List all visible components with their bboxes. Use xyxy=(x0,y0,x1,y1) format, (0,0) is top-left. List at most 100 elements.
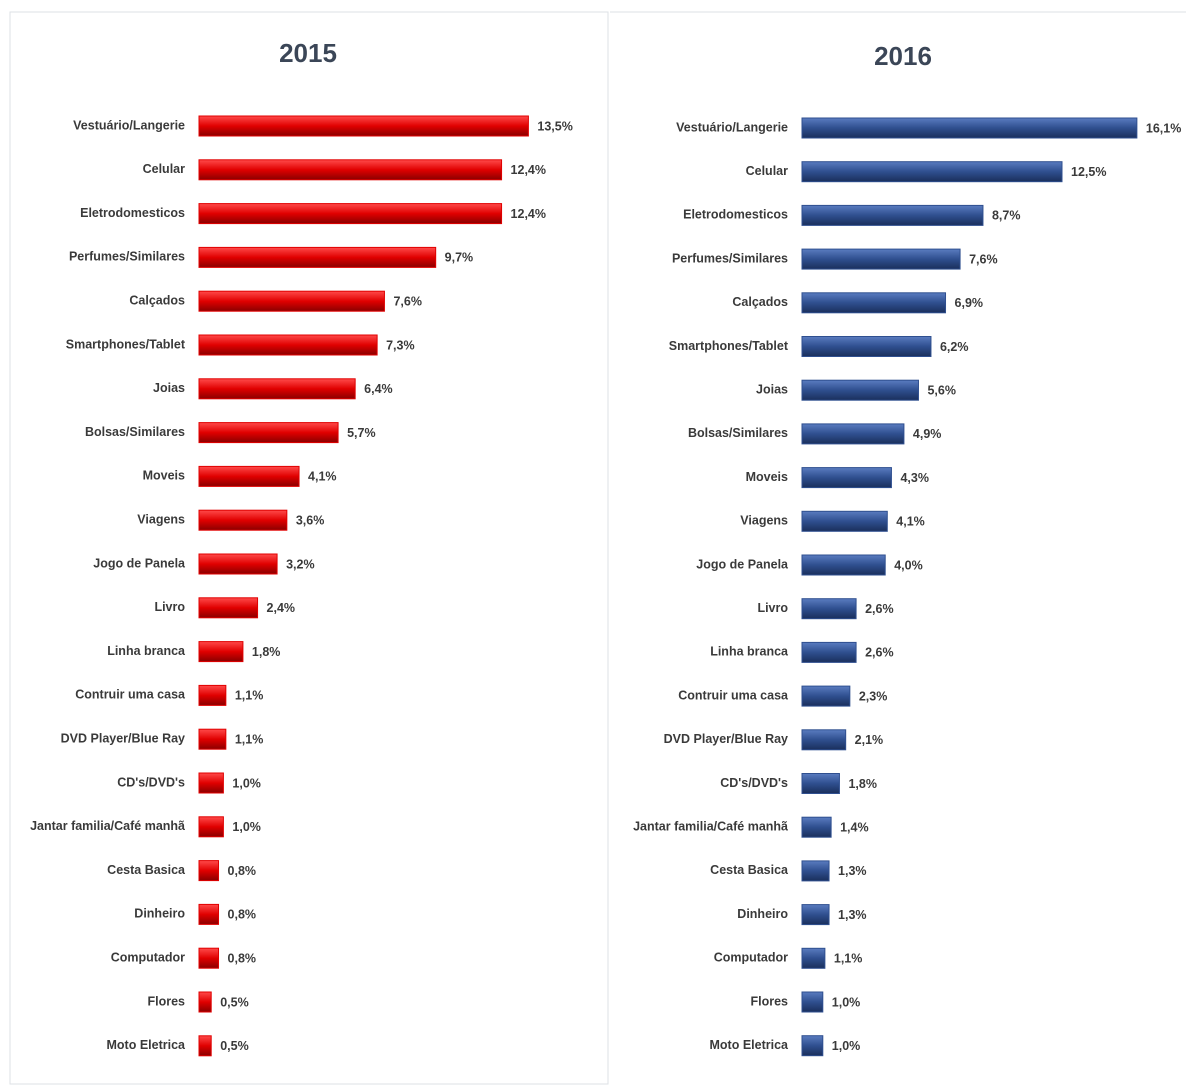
value-label: 1,8% xyxy=(252,645,280,659)
category-label: Smartphones/Tablet xyxy=(66,337,186,351)
category-label: Eletrodomesticos xyxy=(80,206,185,220)
value-label: 4,9% xyxy=(913,427,942,441)
category-label: Joias xyxy=(756,382,788,396)
category-label: Livro xyxy=(154,600,185,614)
value-label: 1,1% xyxy=(235,689,264,703)
bar xyxy=(801,467,892,489)
category-label: Jogo de Panela xyxy=(93,556,186,570)
bar xyxy=(801,161,1063,183)
category-label: Smartphones/Tablet xyxy=(669,339,789,353)
category-label: Perfumes/Similares xyxy=(672,251,788,265)
value-label: 12,4% xyxy=(511,163,546,177)
value-label: 2,6% xyxy=(865,602,894,616)
bar xyxy=(198,553,278,575)
bar xyxy=(198,860,220,882)
value-label: 4,1% xyxy=(896,515,925,529)
category-label: Cesta Basica xyxy=(710,863,789,877)
value-label: 9,7% xyxy=(445,251,474,265)
bar xyxy=(801,729,847,751)
category-label: Jantar familia/Café manhã xyxy=(30,819,185,833)
category-label: Calçados xyxy=(732,295,788,309)
bar xyxy=(801,773,840,794)
bar xyxy=(198,159,503,181)
category-label: Contruir uma casa xyxy=(75,688,186,702)
category-label: Moto Eletrica xyxy=(710,1038,790,1052)
category-label: Viagens xyxy=(740,514,788,528)
value-label: 12,4% xyxy=(511,207,546,221)
panel-border xyxy=(9,11,609,1085)
value-label: 8,7% xyxy=(992,209,1021,223)
value-label: 0,5% xyxy=(220,995,249,1009)
category-label: Moveis xyxy=(143,469,185,483)
bar xyxy=(801,292,947,314)
bar xyxy=(198,334,378,356)
bar xyxy=(801,598,857,620)
bar xyxy=(801,685,851,707)
bar xyxy=(198,772,224,794)
bar xyxy=(801,816,832,838)
category-label: Linha branca xyxy=(107,644,186,658)
bar xyxy=(801,204,984,226)
value-label: 2,3% xyxy=(859,689,888,703)
bar xyxy=(198,465,300,487)
category-label: Flores xyxy=(750,994,788,1008)
value-label: 4,1% xyxy=(308,470,337,484)
bar xyxy=(198,1035,212,1057)
bar xyxy=(801,510,888,532)
category-label: Viagens xyxy=(137,512,185,526)
value-label: 1,1% xyxy=(834,952,863,966)
category-label: Dinheiro xyxy=(134,907,185,921)
value-label: 2,4% xyxy=(267,601,296,615)
bar xyxy=(198,684,227,706)
category-label: CD's/DVD's xyxy=(117,775,185,789)
value-label: 6,2% xyxy=(940,340,969,354)
category-label: Bolsas/Similares xyxy=(85,425,185,439)
bar xyxy=(801,423,905,445)
value-label: 1,4% xyxy=(840,820,869,834)
value-label: 0,8% xyxy=(228,951,257,965)
category-label: Jogo de Panela xyxy=(696,557,789,571)
value-label: 0,8% xyxy=(228,864,257,878)
category-label: CD's/DVD's xyxy=(720,776,788,790)
value-label: 1,0% xyxy=(832,995,861,1009)
category-label: Jantar familia/Café manhã xyxy=(633,819,788,833)
value-label: 12,5% xyxy=(1071,165,1106,179)
bar xyxy=(801,641,857,663)
bar xyxy=(198,203,503,225)
category-label: Vestuário/Langerie xyxy=(73,118,185,132)
value-label: 1,3% xyxy=(838,864,867,878)
category-label: DVD Player/Blue Ray xyxy=(61,731,185,745)
value-label: 6,9% xyxy=(955,296,984,310)
value-label: 2,1% xyxy=(855,733,884,747)
category-label: Eletrodomesticos xyxy=(683,208,788,222)
value-label: 0,8% xyxy=(228,908,257,922)
chart-title: 2016 xyxy=(874,41,932,71)
category-label: Joias xyxy=(153,381,185,395)
bar xyxy=(801,1035,824,1057)
value-label: 3,2% xyxy=(286,557,315,571)
bar xyxy=(198,641,244,663)
value-label: 6,4% xyxy=(364,382,393,396)
category-label: DVD Player/Blue Ray xyxy=(664,732,788,746)
category-label: Flores xyxy=(147,994,185,1008)
bar xyxy=(198,246,437,268)
bar xyxy=(198,947,220,969)
category-label: Livro xyxy=(757,601,788,615)
value-label: 0,5% xyxy=(220,1039,249,1053)
category-label: Moveis xyxy=(746,470,788,484)
category-label: Moto Eletrica xyxy=(107,1038,187,1052)
category-label: Dinheiro xyxy=(737,907,788,921)
value-label: 2,6% xyxy=(865,646,894,660)
bar xyxy=(801,991,824,1013)
value-label: 13,5% xyxy=(537,119,572,133)
value-label: 5,7% xyxy=(347,426,376,440)
value-label: 5,6% xyxy=(927,383,956,397)
bar xyxy=(801,554,886,576)
value-label: 1,0% xyxy=(232,776,261,790)
category-label: Cesta Basica xyxy=(107,863,186,877)
bar xyxy=(801,336,932,357)
category-label: Bolsas/Similares xyxy=(688,426,788,440)
bar xyxy=(198,816,224,838)
bar xyxy=(198,991,212,1013)
value-label: 4,3% xyxy=(900,471,929,485)
